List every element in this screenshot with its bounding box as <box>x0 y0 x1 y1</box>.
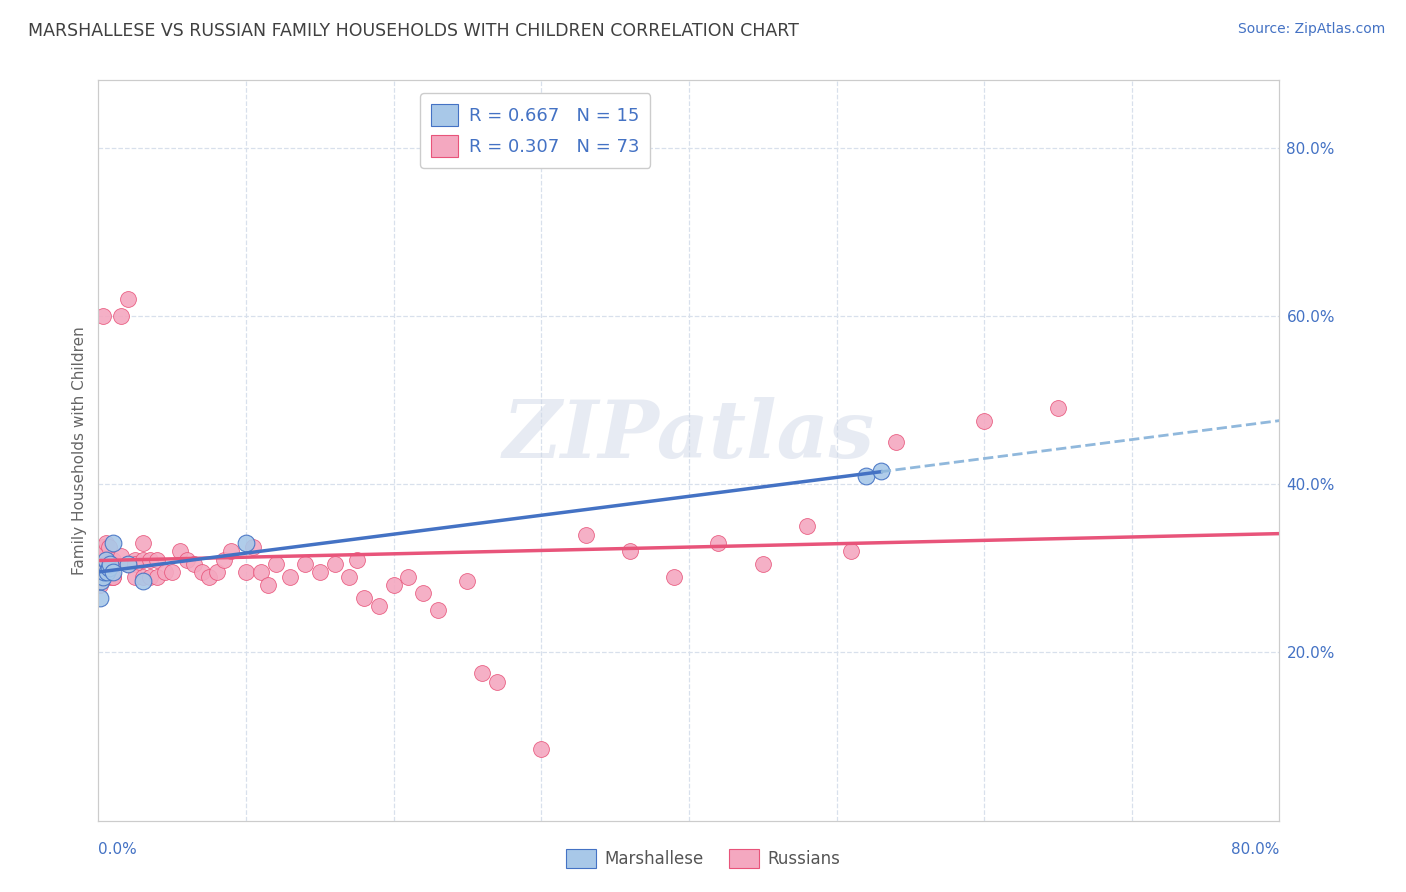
Point <box>530 742 553 756</box>
Text: 0.0%: 0.0% <box>98 842 138 856</box>
Text: Source: ZipAtlas.com: Source: ZipAtlas.com <box>1237 22 1385 37</box>
Point <box>93 566 115 580</box>
Point <box>89 591 111 605</box>
Point <box>353 591 375 605</box>
Point <box>94 553 117 567</box>
Point <box>183 557 205 571</box>
Y-axis label: Family Households with Children: Family Households with Children <box>72 326 87 574</box>
Point <box>132 536 155 550</box>
Point <box>752 557 775 571</box>
Point <box>98 557 121 571</box>
Point <box>339 569 361 583</box>
Point <box>257 578 280 592</box>
Point <box>103 566 125 580</box>
Point <box>855 468 877 483</box>
Point <box>412 586 434 600</box>
Point <box>117 557 139 571</box>
Point <box>132 574 155 588</box>
Point <box>103 553 125 567</box>
Legend: Marshallese, Russians: Marshallese, Russians <box>560 842 846 875</box>
Point <box>250 566 273 580</box>
Point <box>103 569 125 583</box>
Point <box>94 536 117 550</box>
Point <box>91 309 114 323</box>
Point <box>221 544 243 558</box>
Point <box>97 561 120 575</box>
Point <box>89 553 111 567</box>
Point <box>124 557 146 571</box>
Point <box>382 578 405 592</box>
Point <box>110 549 132 563</box>
Point <box>90 569 112 583</box>
Text: 80.0%: 80.0% <box>1232 842 1279 856</box>
Point <box>117 292 139 306</box>
Point <box>280 569 302 583</box>
Point <box>346 553 368 567</box>
Point <box>841 544 863 558</box>
Point <box>1046 401 1070 416</box>
Point <box>191 566 214 580</box>
Point <box>132 569 155 583</box>
Point <box>124 553 146 567</box>
Legend: R = 0.667   N = 15, R = 0.307   N = 73: R = 0.667 N = 15, R = 0.307 N = 73 <box>420 93 651 168</box>
Point <box>884 435 907 450</box>
Point <box>664 569 686 583</box>
Point <box>242 540 264 554</box>
Point <box>91 569 114 583</box>
Point <box>619 544 641 558</box>
Point <box>96 566 118 580</box>
Point <box>96 566 118 580</box>
Point <box>323 557 346 571</box>
Point <box>146 553 169 567</box>
Point <box>139 553 162 567</box>
Point <box>457 574 479 588</box>
Point <box>94 557 117 571</box>
Point <box>89 566 111 580</box>
Point <box>235 566 257 580</box>
Point <box>89 578 111 592</box>
Point <box>973 414 995 428</box>
Point <box>427 603 450 617</box>
Point <box>205 566 228 580</box>
Point <box>294 557 316 571</box>
Point <box>98 557 121 571</box>
Point <box>91 540 114 554</box>
Point <box>471 666 494 681</box>
Point <box>139 569 162 583</box>
Point <box>103 557 125 571</box>
Point <box>103 536 125 550</box>
Point <box>212 553 235 567</box>
Point <box>117 557 139 571</box>
Point <box>110 309 132 323</box>
Point <box>176 553 198 567</box>
Point <box>97 569 120 583</box>
Point <box>93 566 115 580</box>
Point <box>146 569 169 583</box>
Point <box>153 566 176 580</box>
Point <box>707 536 730 550</box>
Point <box>103 569 125 583</box>
Point <box>132 553 155 567</box>
Point <box>309 566 332 580</box>
Point <box>486 674 509 689</box>
Point <box>198 569 221 583</box>
Point <box>796 519 818 533</box>
Point <box>575 527 598 541</box>
Point <box>90 574 112 588</box>
Point <box>124 569 146 583</box>
Text: MARSHALLESE VS RUSSIAN FAMILY HOUSEHOLDS WITH CHILDREN CORRELATION CHART: MARSHALLESE VS RUSSIAN FAMILY HOUSEHOLDS… <box>28 22 799 40</box>
Point <box>93 544 115 558</box>
Point <box>235 536 257 550</box>
Point <box>97 540 120 554</box>
Point <box>169 544 191 558</box>
Point <box>264 557 287 571</box>
Point <box>162 566 183 580</box>
Point <box>368 599 391 613</box>
Point <box>398 569 420 583</box>
Point <box>870 465 893 479</box>
Text: ZIPatlas: ZIPatlas <box>503 397 875 475</box>
